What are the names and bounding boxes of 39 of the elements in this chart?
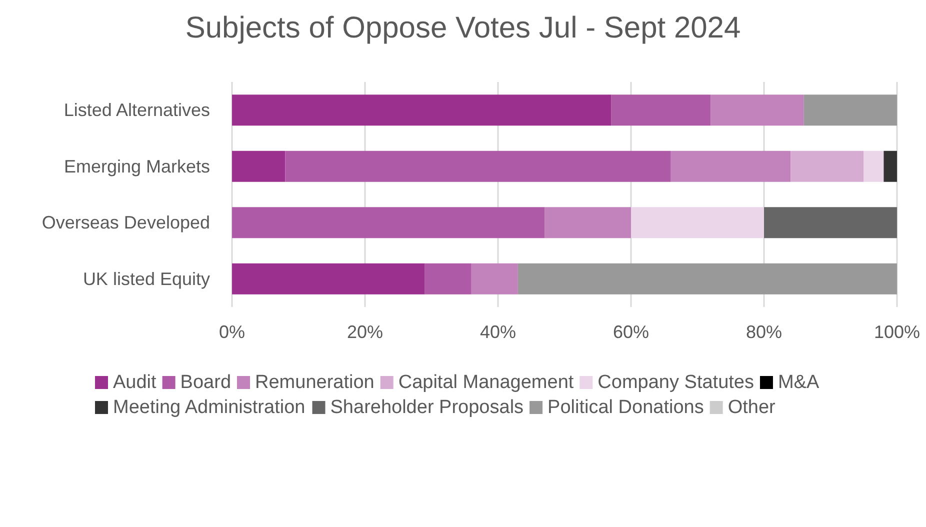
bar xyxy=(710,94,804,126)
y-tick-label: UK listed Equity xyxy=(82,268,210,289)
legend-label: M&A xyxy=(778,372,820,393)
x-tick-label: 20% xyxy=(346,322,384,342)
y-tick-label: Listed Alternatives xyxy=(64,100,210,120)
bar xyxy=(790,150,864,182)
bar xyxy=(232,263,425,294)
x-tick-label: 0% xyxy=(218,322,246,342)
y-tick-label: Emerging Markets xyxy=(64,156,210,176)
legend-label: Remuneration xyxy=(255,372,374,393)
legend-label: Company Statutes xyxy=(598,372,754,393)
legend-label: Capital Management xyxy=(398,372,574,393)
bar xyxy=(518,263,897,294)
bar xyxy=(611,94,711,126)
bar xyxy=(285,150,671,182)
bar xyxy=(232,207,545,238)
bar xyxy=(764,207,897,238)
legend-label: Meeting Administration xyxy=(113,397,306,418)
bar xyxy=(232,150,286,182)
bar xyxy=(232,94,612,126)
y-tick-label: Overseas Developed xyxy=(42,212,210,233)
legend-label: Shareholder Proposals xyxy=(330,397,524,418)
bar xyxy=(424,263,472,294)
bar xyxy=(884,150,897,182)
legend-label: Other xyxy=(728,397,776,418)
legend-label: Political Donations xyxy=(548,397,704,418)
x-tick-label: 80% xyxy=(746,322,782,342)
bar xyxy=(670,150,791,182)
x-tick-label: 60% xyxy=(612,322,650,342)
bar xyxy=(864,150,884,182)
chart-title: Subjects of Oppose Votes Jul - Sept 2024 xyxy=(185,12,741,44)
bar xyxy=(471,263,518,294)
bar xyxy=(544,207,631,238)
bar xyxy=(804,94,897,126)
bar xyxy=(631,207,764,238)
x-tick-label: 40% xyxy=(480,322,516,342)
legend-label: Board xyxy=(180,372,232,393)
legend-label: Audit xyxy=(113,372,158,393)
x-tick-label: 100% xyxy=(874,322,920,342)
